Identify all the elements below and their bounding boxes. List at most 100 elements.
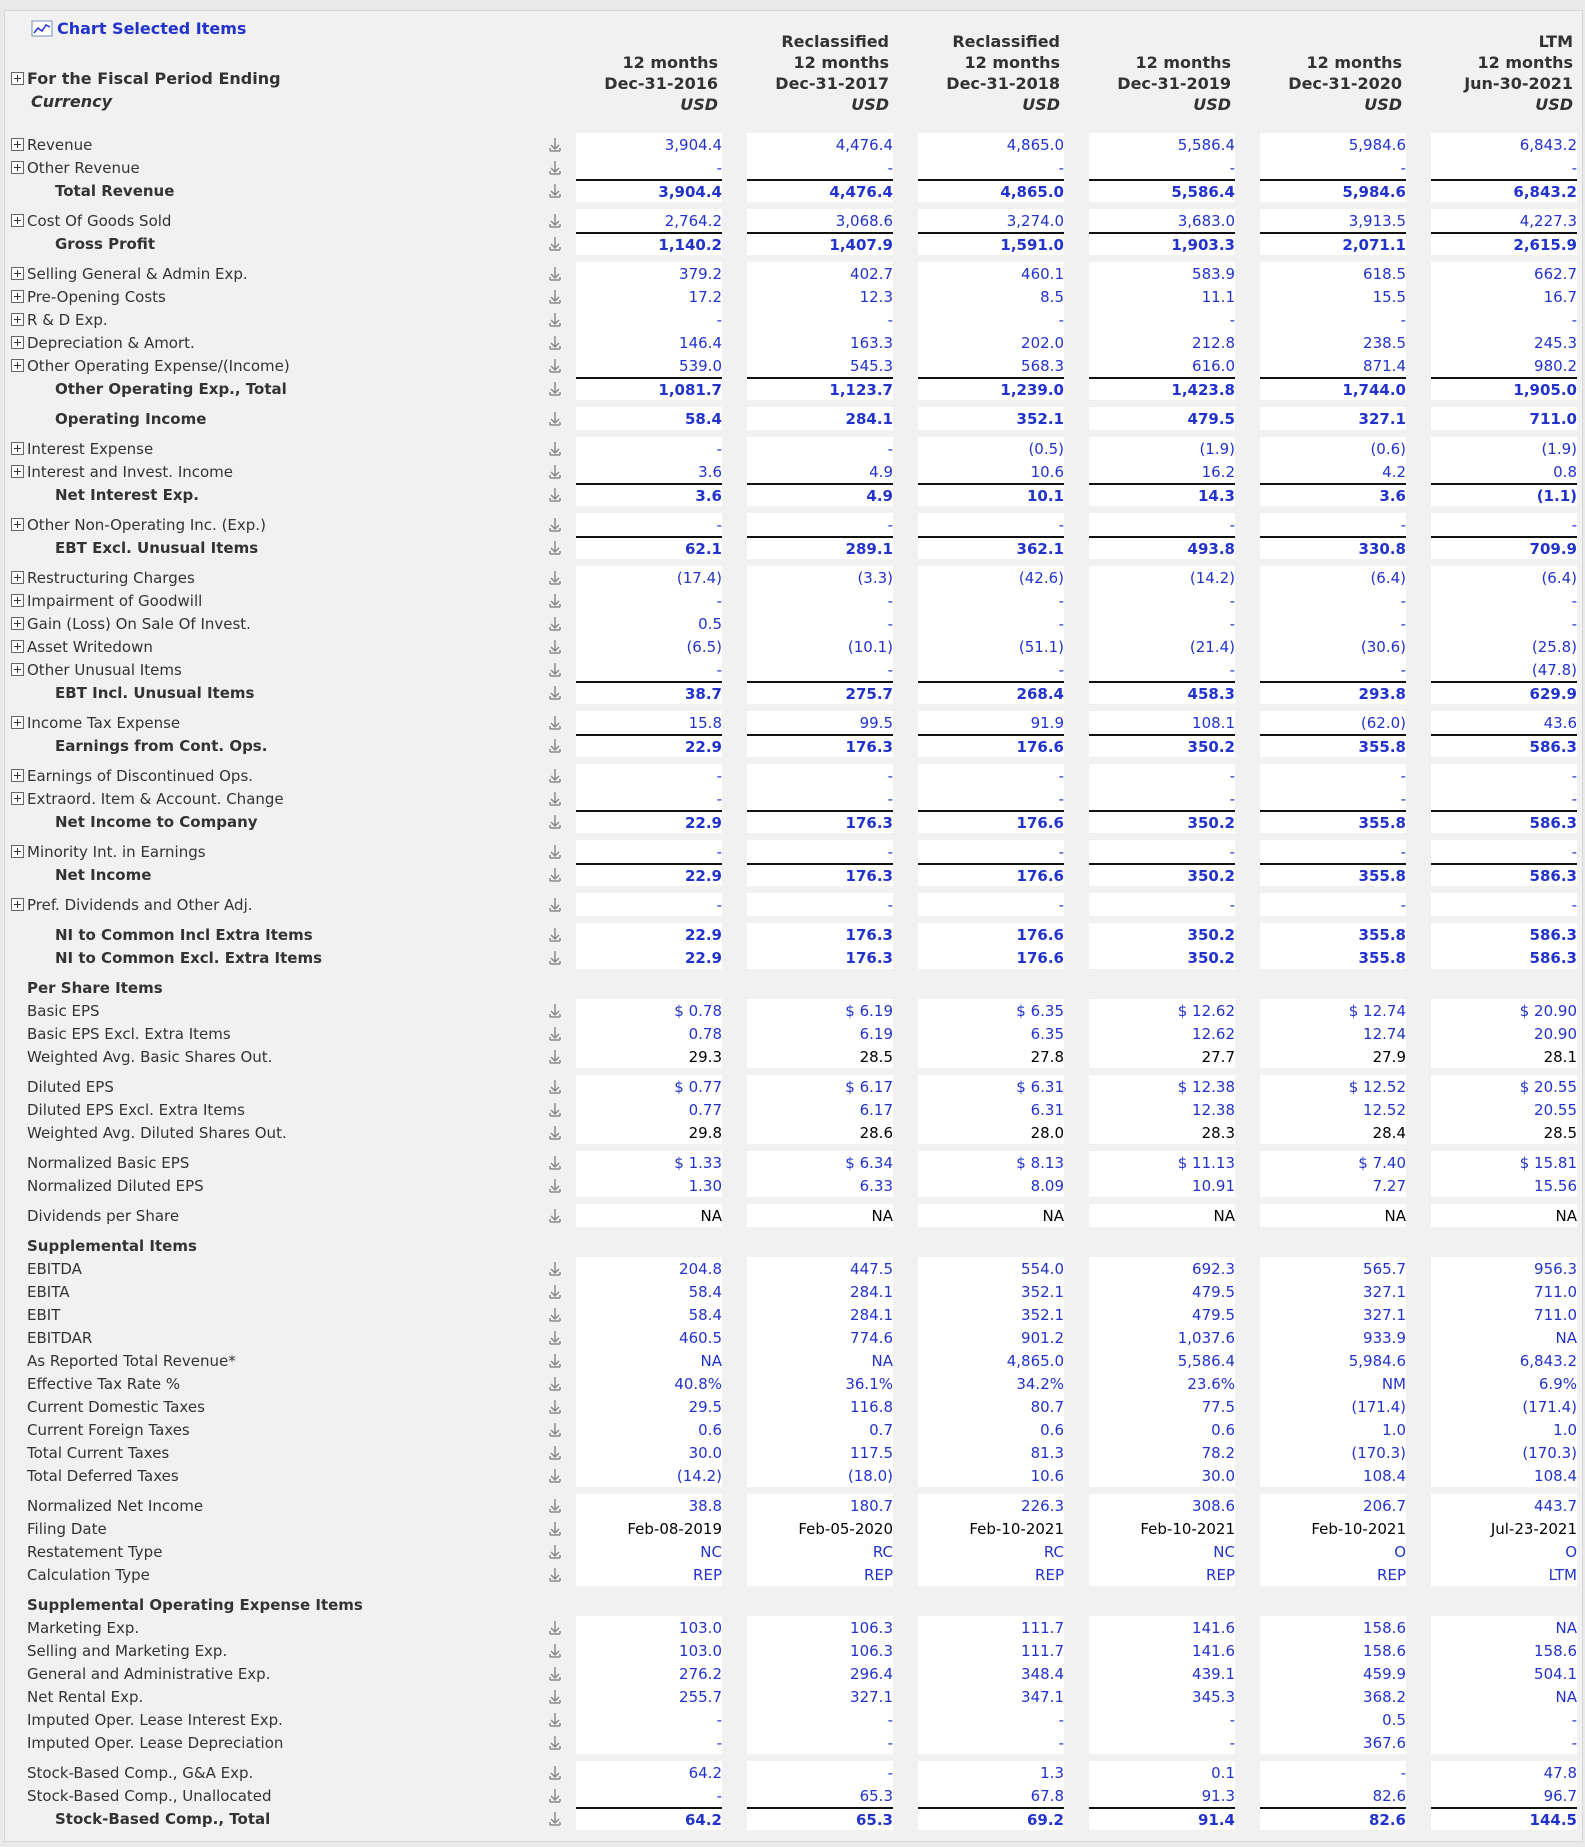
chart-row-icon[interactable]	[548, 1735, 562, 1751]
chart-row-icon[interactable]	[548, 1620, 562, 1636]
row-group: Cost Of Goods Sold 2,764.2 3,068.6 3,274.0 3…	[5, 209, 1582, 255]
row-label-text: Marketing Exp.	[27, 1618, 140, 1637]
chart-row-icon[interactable]	[548, 1353, 562, 1369]
chart-row-icon[interactable]	[548, 289, 562, 305]
chart-row-icon[interactable]	[548, 570, 562, 586]
chart-row-icon[interactable]	[548, 1102, 562, 1118]
expand-button[interactable]	[11, 290, 24, 303]
chart-row-icon[interactable]	[548, 487, 562, 503]
chart-row-icon[interactable]	[548, 411, 562, 427]
expand-button[interactable]	[11, 336, 24, 349]
expand-button[interactable]	[11, 663, 24, 676]
chart-row-icon[interactable]	[548, 1422, 562, 1438]
chart-row-icon[interactable]	[548, 312, 562, 328]
chart-row-icon[interactable]	[548, 1712, 562, 1728]
chart-row-icon[interactable]	[548, 517, 562, 533]
expand-button[interactable]	[11, 267, 24, 280]
cell-value: 504.1	[1534, 1664, 1577, 1683]
chart-selected-link[interactable]: Chart Selected Items	[31, 19, 246, 38]
expand-button[interactable]	[11, 518, 24, 531]
chart-row-icon[interactable]	[548, 927, 562, 943]
chart-row-icon[interactable]	[548, 867, 562, 883]
chart-row-icon[interactable]	[548, 685, 562, 701]
chart-row-icon[interactable]	[548, 616, 562, 632]
chart-row-icon[interactable]	[548, 1049, 562, 1065]
value-cell: -	[1260, 787, 1406, 810]
expand-button[interactable]	[11, 769, 24, 782]
chart-row-icon[interactable]	[548, 1003, 562, 1019]
expand-button[interactable]	[11, 214, 24, 227]
chart-row-icon[interactable]	[548, 1765, 562, 1781]
chart-row-icon[interactable]	[548, 137, 562, 153]
expand-button[interactable]	[11, 617, 24, 630]
row-label: Interest Expense	[5, 437, 533, 460]
chart-row-icon[interactable]	[548, 464, 562, 480]
chart-row-icon[interactable]	[548, 236, 562, 252]
chart-row-icon[interactable]	[548, 1544, 562, 1560]
chart-row-icon[interactable]	[548, 358, 562, 374]
chart-row-icon[interactable]	[548, 1498, 562, 1514]
chart-row-icon[interactable]	[548, 1284, 562, 1300]
chart-row-icon[interactable]	[548, 1125, 562, 1141]
expand-button[interactable]	[11, 640, 24, 653]
chart-row-icon[interactable]	[548, 1567, 562, 1583]
chart-row-icon[interactable]	[548, 662, 562, 678]
chart-row-icon[interactable]	[548, 950, 562, 966]
chart-row-icon[interactable]	[548, 441, 562, 457]
chart-row-icon[interactable]	[548, 844, 562, 860]
cell-value: 108.4	[1534, 1466, 1577, 1485]
chart-row-icon[interactable]	[548, 381, 562, 397]
chart-row-icon[interactable]	[548, 1521, 562, 1537]
chart-row-icon[interactable]	[548, 715, 562, 731]
expand-button[interactable]	[11, 442, 24, 455]
chart-row-icon[interactable]	[548, 1643, 562, 1659]
chart-row-icon[interactable]	[548, 1178, 562, 1194]
cell-value: 1,423.8	[1171, 380, 1235, 399]
chart-row-icon[interactable]	[548, 1811, 562, 1827]
chart-row-icon[interactable]	[548, 1155, 562, 1171]
chart-row-icon[interactable]	[548, 1399, 562, 1415]
expand-button[interactable]	[11, 716, 24, 729]
expand-button[interactable]	[11, 138, 24, 151]
value-cell: 141.6	[1089, 1616, 1235, 1639]
chart-row-icon[interactable]	[548, 1376, 562, 1392]
expand-button[interactable]	[11, 845, 24, 858]
row-label-text: Revenue	[27, 135, 93, 154]
chart-row-icon[interactable]	[548, 1445, 562, 1461]
chart-row-icon[interactable]	[548, 1788, 562, 1804]
chart-row-icon[interactable]	[548, 1307, 562, 1323]
chart-row-icon[interactable]	[548, 540, 562, 556]
chart-row-icon[interactable]	[548, 1330, 562, 1346]
chart-row-icon[interactable]	[548, 791, 562, 807]
expand-button[interactable]	[11, 465, 24, 478]
row-chart-cell	[533, 262, 576, 285]
chart-row-icon[interactable]	[548, 768, 562, 784]
expand-button[interactable]	[11, 898, 24, 911]
chart-link-text[interactable]: Chart Selected Items	[57, 19, 247, 38]
chart-row-icon[interactable]	[548, 1079, 562, 1095]
chart-row-icon[interactable]	[548, 335, 562, 351]
expand-button[interactable]	[11, 313, 24, 326]
expand-button[interactable]	[11, 792, 24, 805]
chart-row-icon[interactable]	[548, 266, 562, 282]
expand-button[interactable]	[11, 359, 24, 372]
expand-button[interactable]	[11, 72, 24, 85]
chart-row-icon[interactable]	[548, 738, 562, 754]
chart-row-icon[interactable]	[548, 1468, 562, 1484]
chart-row-icon[interactable]	[548, 1261, 562, 1277]
chart-row-icon[interactable]	[548, 1026, 562, 1042]
chart-row-icon[interactable]	[548, 1666, 562, 1682]
chart-row-icon[interactable]	[548, 213, 562, 229]
expand-button[interactable]	[11, 594, 24, 607]
value-cell: (25.8)	[1431, 635, 1577, 658]
chart-row-icon[interactable]	[548, 160, 562, 176]
chart-row-icon[interactable]	[548, 1208, 562, 1224]
chart-row-icon[interactable]	[548, 897, 562, 913]
chart-row-icon[interactable]	[548, 1689, 562, 1705]
expand-button[interactable]	[11, 571, 24, 584]
chart-row-icon[interactable]	[548, 593, 562, 609]
chart-row-icon[interactable]	[548, 639, 562, 655]
chart-row-icon[interactable]	[548, 183, 562, 199]
chart-row-icon[interactable]	[548, 814, 562, 830]
expand-button[interactable]	[11, 161, 24, 174]
